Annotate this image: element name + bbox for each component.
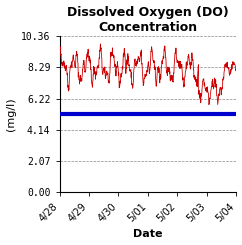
Title: Dissolved Oxygen (DO)
Concentration: Dissolved Oxygen (DO) Concentration [67, 6, 229, 34]
Y-axis label: (mg/l): (mg/l) [6, 98, 15, 131]
X-axis label: Date: Date [133, 230, 163, 239]
